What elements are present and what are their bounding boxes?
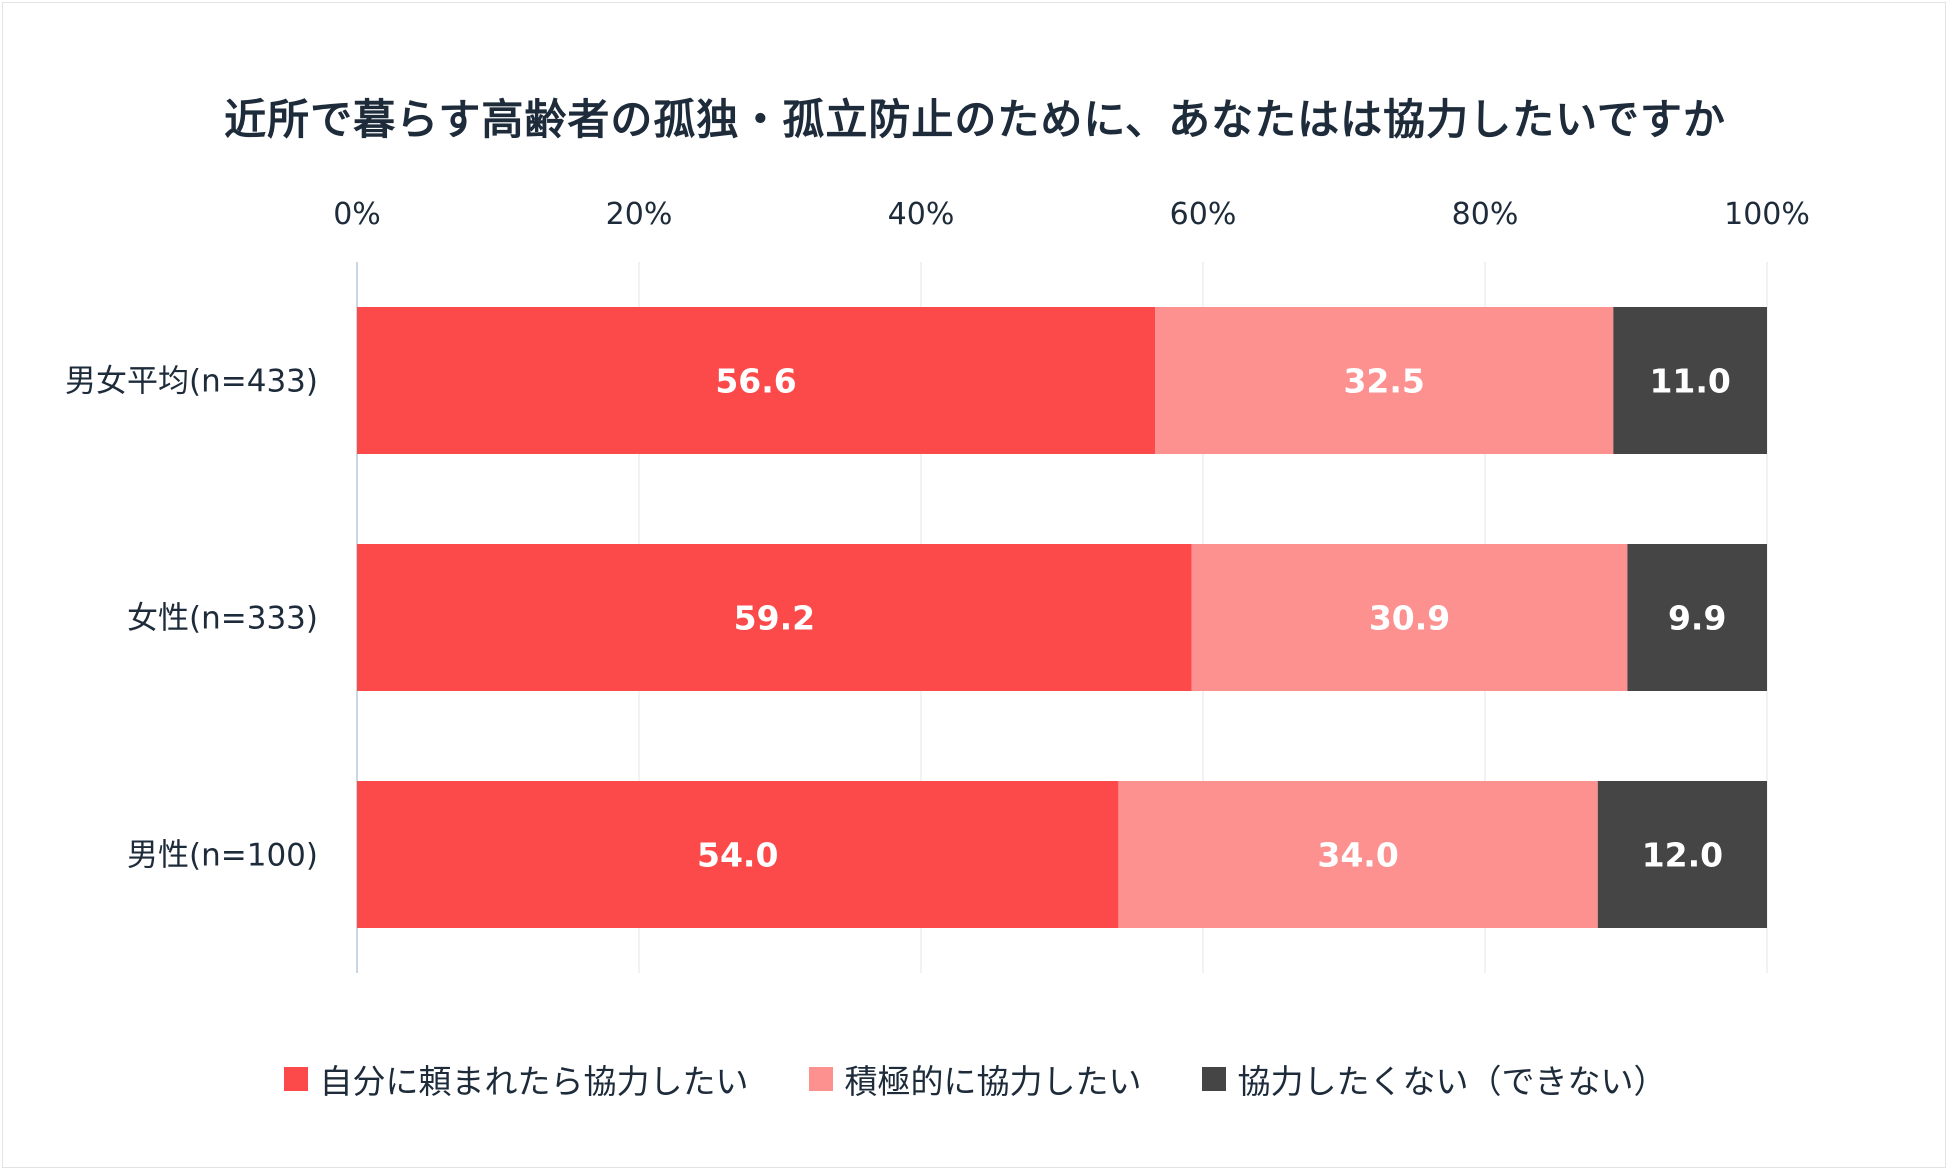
legend-item: 積極的に協力したい bbox=[808, 1055, 1142, 1103]
x-tick-label: 0% bbox=[333, 197, 381, 232]
data-label: 59.2 bbox=[734, 599, 815, 638]
legend-item: 協力したくない（できない） bbox=[1201, 1055, 1667, 1103]
x-tick-label: 100% bbox=[1724, 197, 1810, 232]
category-label: 女性(n=333) bbox=[127, 601, 318, 637]
legend-swatch bbox=[808, 1067, 833, 1091]
legend-item: 自分に頼まれたら協力したい bbox=[283, 1055, 749, 1103]
data-label: 56.6 bbox=[715, 362, 796, 401]
bar-segment bbox=[1627, 544, 1767, 691]
bar-segment bbox=[357, 307, 1156, 454]
bar-segment bbox=[1597, 781, 1767, 928]
bar-segment bbox=[357, 781, 1119, 928]
category-label: 男女平均(n=433) bbox=[65, 364, 318, 400]
data-label: 34.0 bbox=[1317, 836, 1398, 875]
legend-swatch bbox=[1201, 1067, 1226, 1091]
bar-segment bbox=[1118, 781, 1598, 928]
x-tick-label: 20% bbox=[606, 197, 673, 232]
legend-label: 自分に頼まれたら協力したい bbox=[319, 1062, 749, 1101]
category-label: 男性(n=100) bbox=[127, 838, 318, 874]
data-label: 12.0 bbox=[1642, 836, 1723, 875]
legend-label: 積極的に協力したい bbox=[844, 1062, 1142, 1101]
data-label: 11.0 bbox=[1649, 362, 1730, 401]
data-label: 30.9 bbox=[1369, 599, 1450, 638]
legend-swatch bbox=[283, 1067, 308, 1091]
x-tick-label: 80% bbox=[1452, 197, 1519, 232]
x-tick-label: 60% bbox=[1170, 197, 1237, 232]
bar-segment bbox=[1613, 307, 1767, 454]
chart-title: 近所で暮らす高齢者の孤独・孤立防止のために、あなたはは協力したいですか bbox=[224, 95, 1726, 144]
chart-legend: 自分に頼まれたら協力したい 積極的に協力したい 協力したくない（できない） bbox=[0, 1055, 1950, 1103]
data-label: 9.9 bbox=[1668, 599, 1726, 638]
bar-segment bbox=[1155, 307, 1614, 454]
data-label: 32.5 bbox=[1343, 362, 1424, 401]
legend-label: 協力したくない（できない） bbox=[1237, 1062, 1667, 1101]
data-label: 54.0 bbox=[697, 836, 778, 875]
x-tick-label: 40% bbox=[888, 197, 955, 232]
bar-segment bbox=[1191, 544, 1628, 691]
bar-segment bbox=[357, 544, 1192, 691]
